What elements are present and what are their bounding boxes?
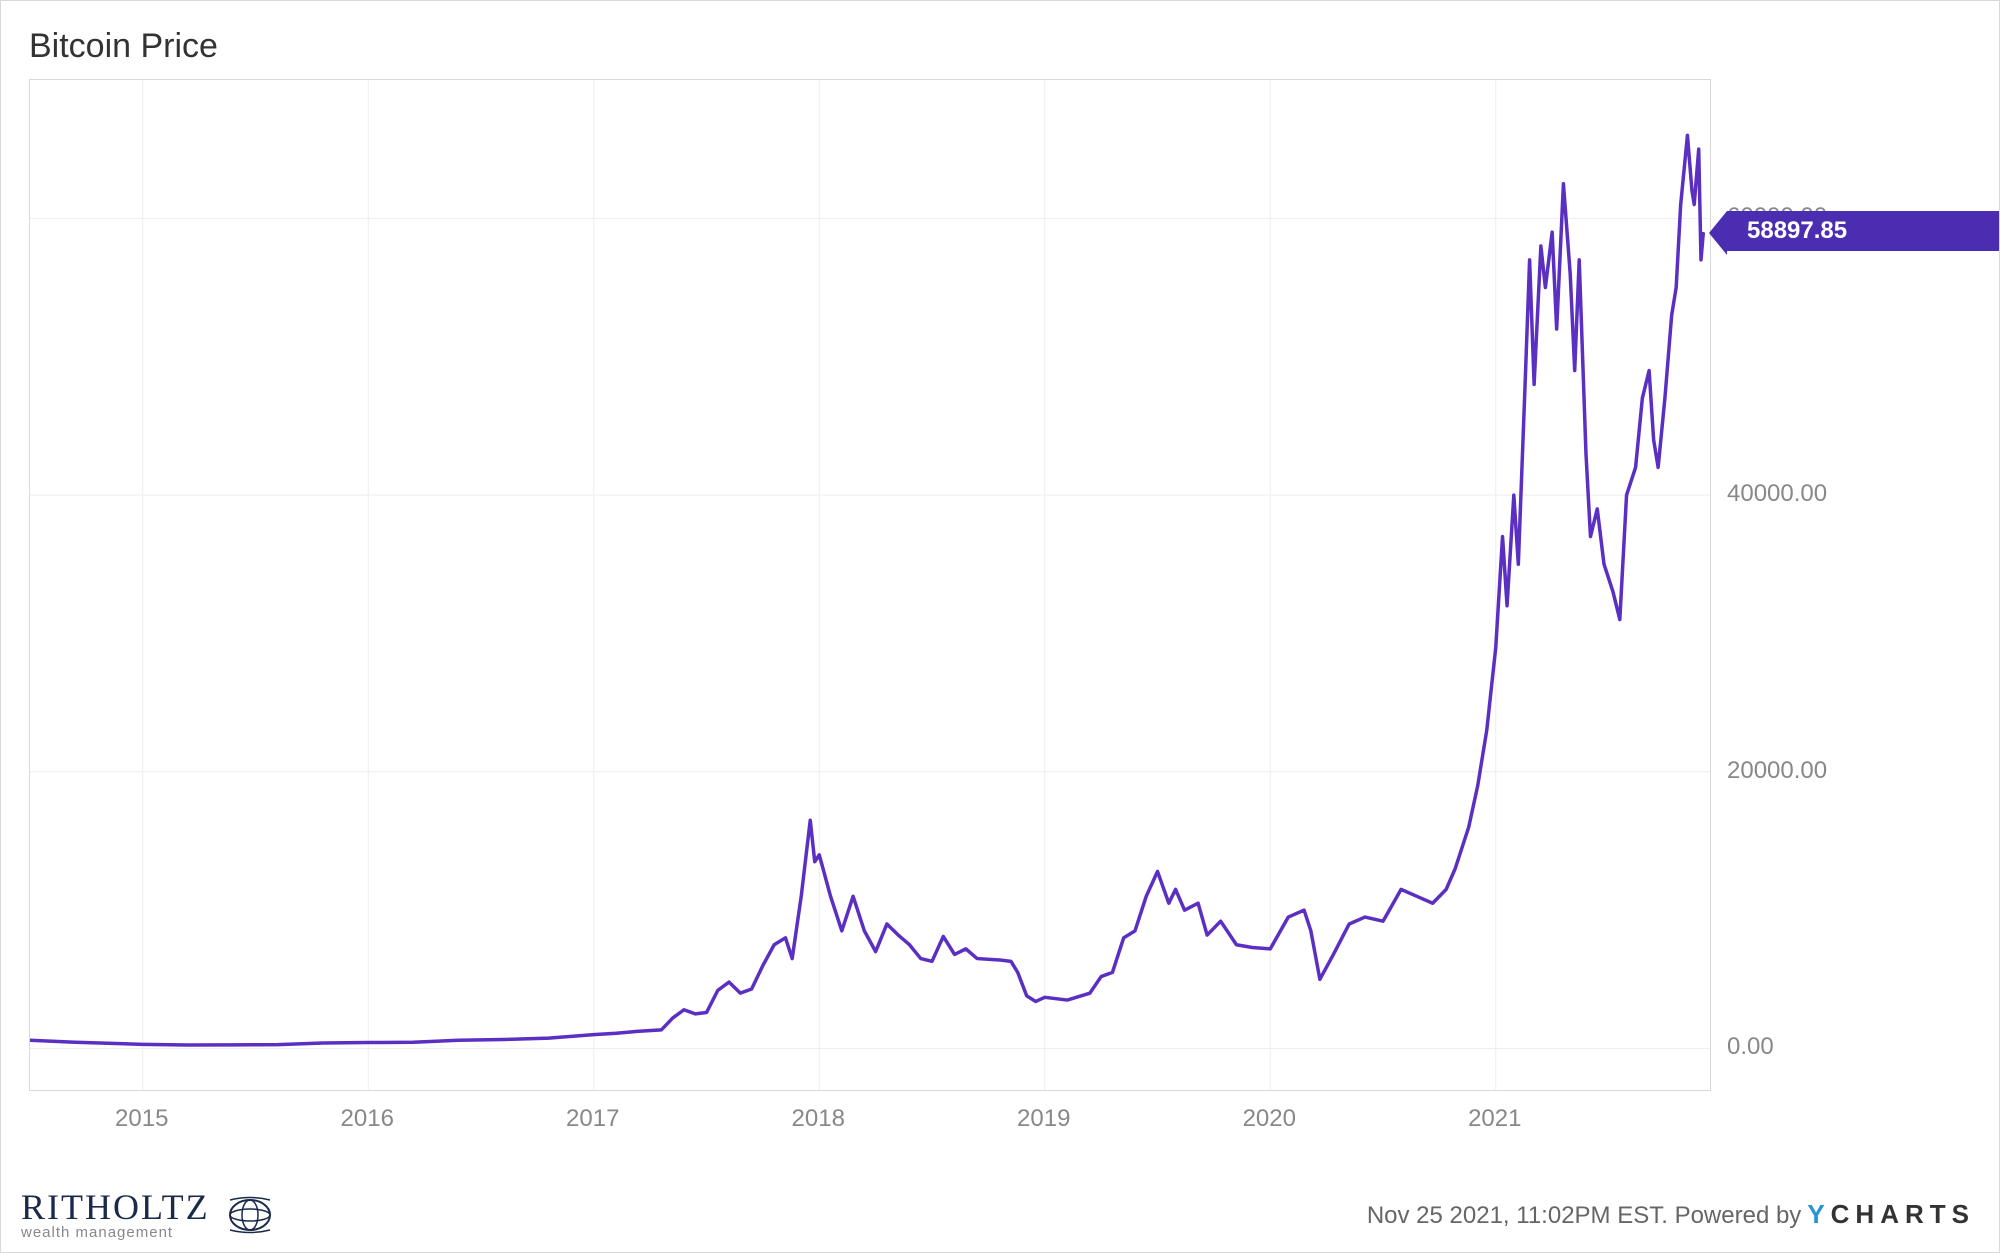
x-tick-label: 2018 (792, 1105, 845, 1133)
ycharts-logo-y: Y (1807, 1199, 1824, 1230)
price-line (30, 135, 1703, 1045)
y-tick-label: 20000.00 (1727, 757, 1827, 785)
y-tick-label: 40000.00 (1727, 480, 1827, 508)
ritholtz-globe-icon (220, 1190, 280, 1240)
chart-container: Bitcoin Price 0.0020000.0040000.0060000.… (0, 0, 2000, 1253)
x-tick-label: 2019 (1017, 1105, 1070, 1133)
price-flag-value: 58897.85 (1747, 217, 1847, 244)
chart-title: Bitcoin Price (29, 27, 218, 66)
y-tick-label: 0.00 (1727, 1033, 1774, 1061)
x-tick-label: 2020 (1243, 1105, 1296, 1133)
x-tick-label: 2017 (566, 1105, 619, 1133)
footer-right: Nov 25 2021, 11:02PM EST. Powered by YCH… (1367, 1199, 1975, 1230)
x-tick-label: 2021 (1468, 1105, 1521, 1133)
ritholtz-logo: RITHOLTZ wealth management (21, 1189, 210, 1240)
plot-area (29, 79, 1711, 1091)
price-flag: 58897.85 (1727, 211, 1999, 251)
footer-timestamp: Nov 25 2021, 11:02PM EST. Powered by (1367, 1202, 1801, 1230)
ritholtz-logo-main: RITHOLTZ (21, 1189, 210, 1225)
x-tick-label: 2016 (341, 1105, 394, 1133)
x-tick-label: 2015 (115, 1105, 168, 1133)
footer-left: RITHOLTZ wealth management (21, 1189, 280, 1240)
ritholtz-logo-sub: wealth management (21, 1225, 210, 1240)
line-chart-svg (30, 80, 1710, 1090)
ycharts-logo-text: CHARTS (1831, 1199, 1975, 1230)
